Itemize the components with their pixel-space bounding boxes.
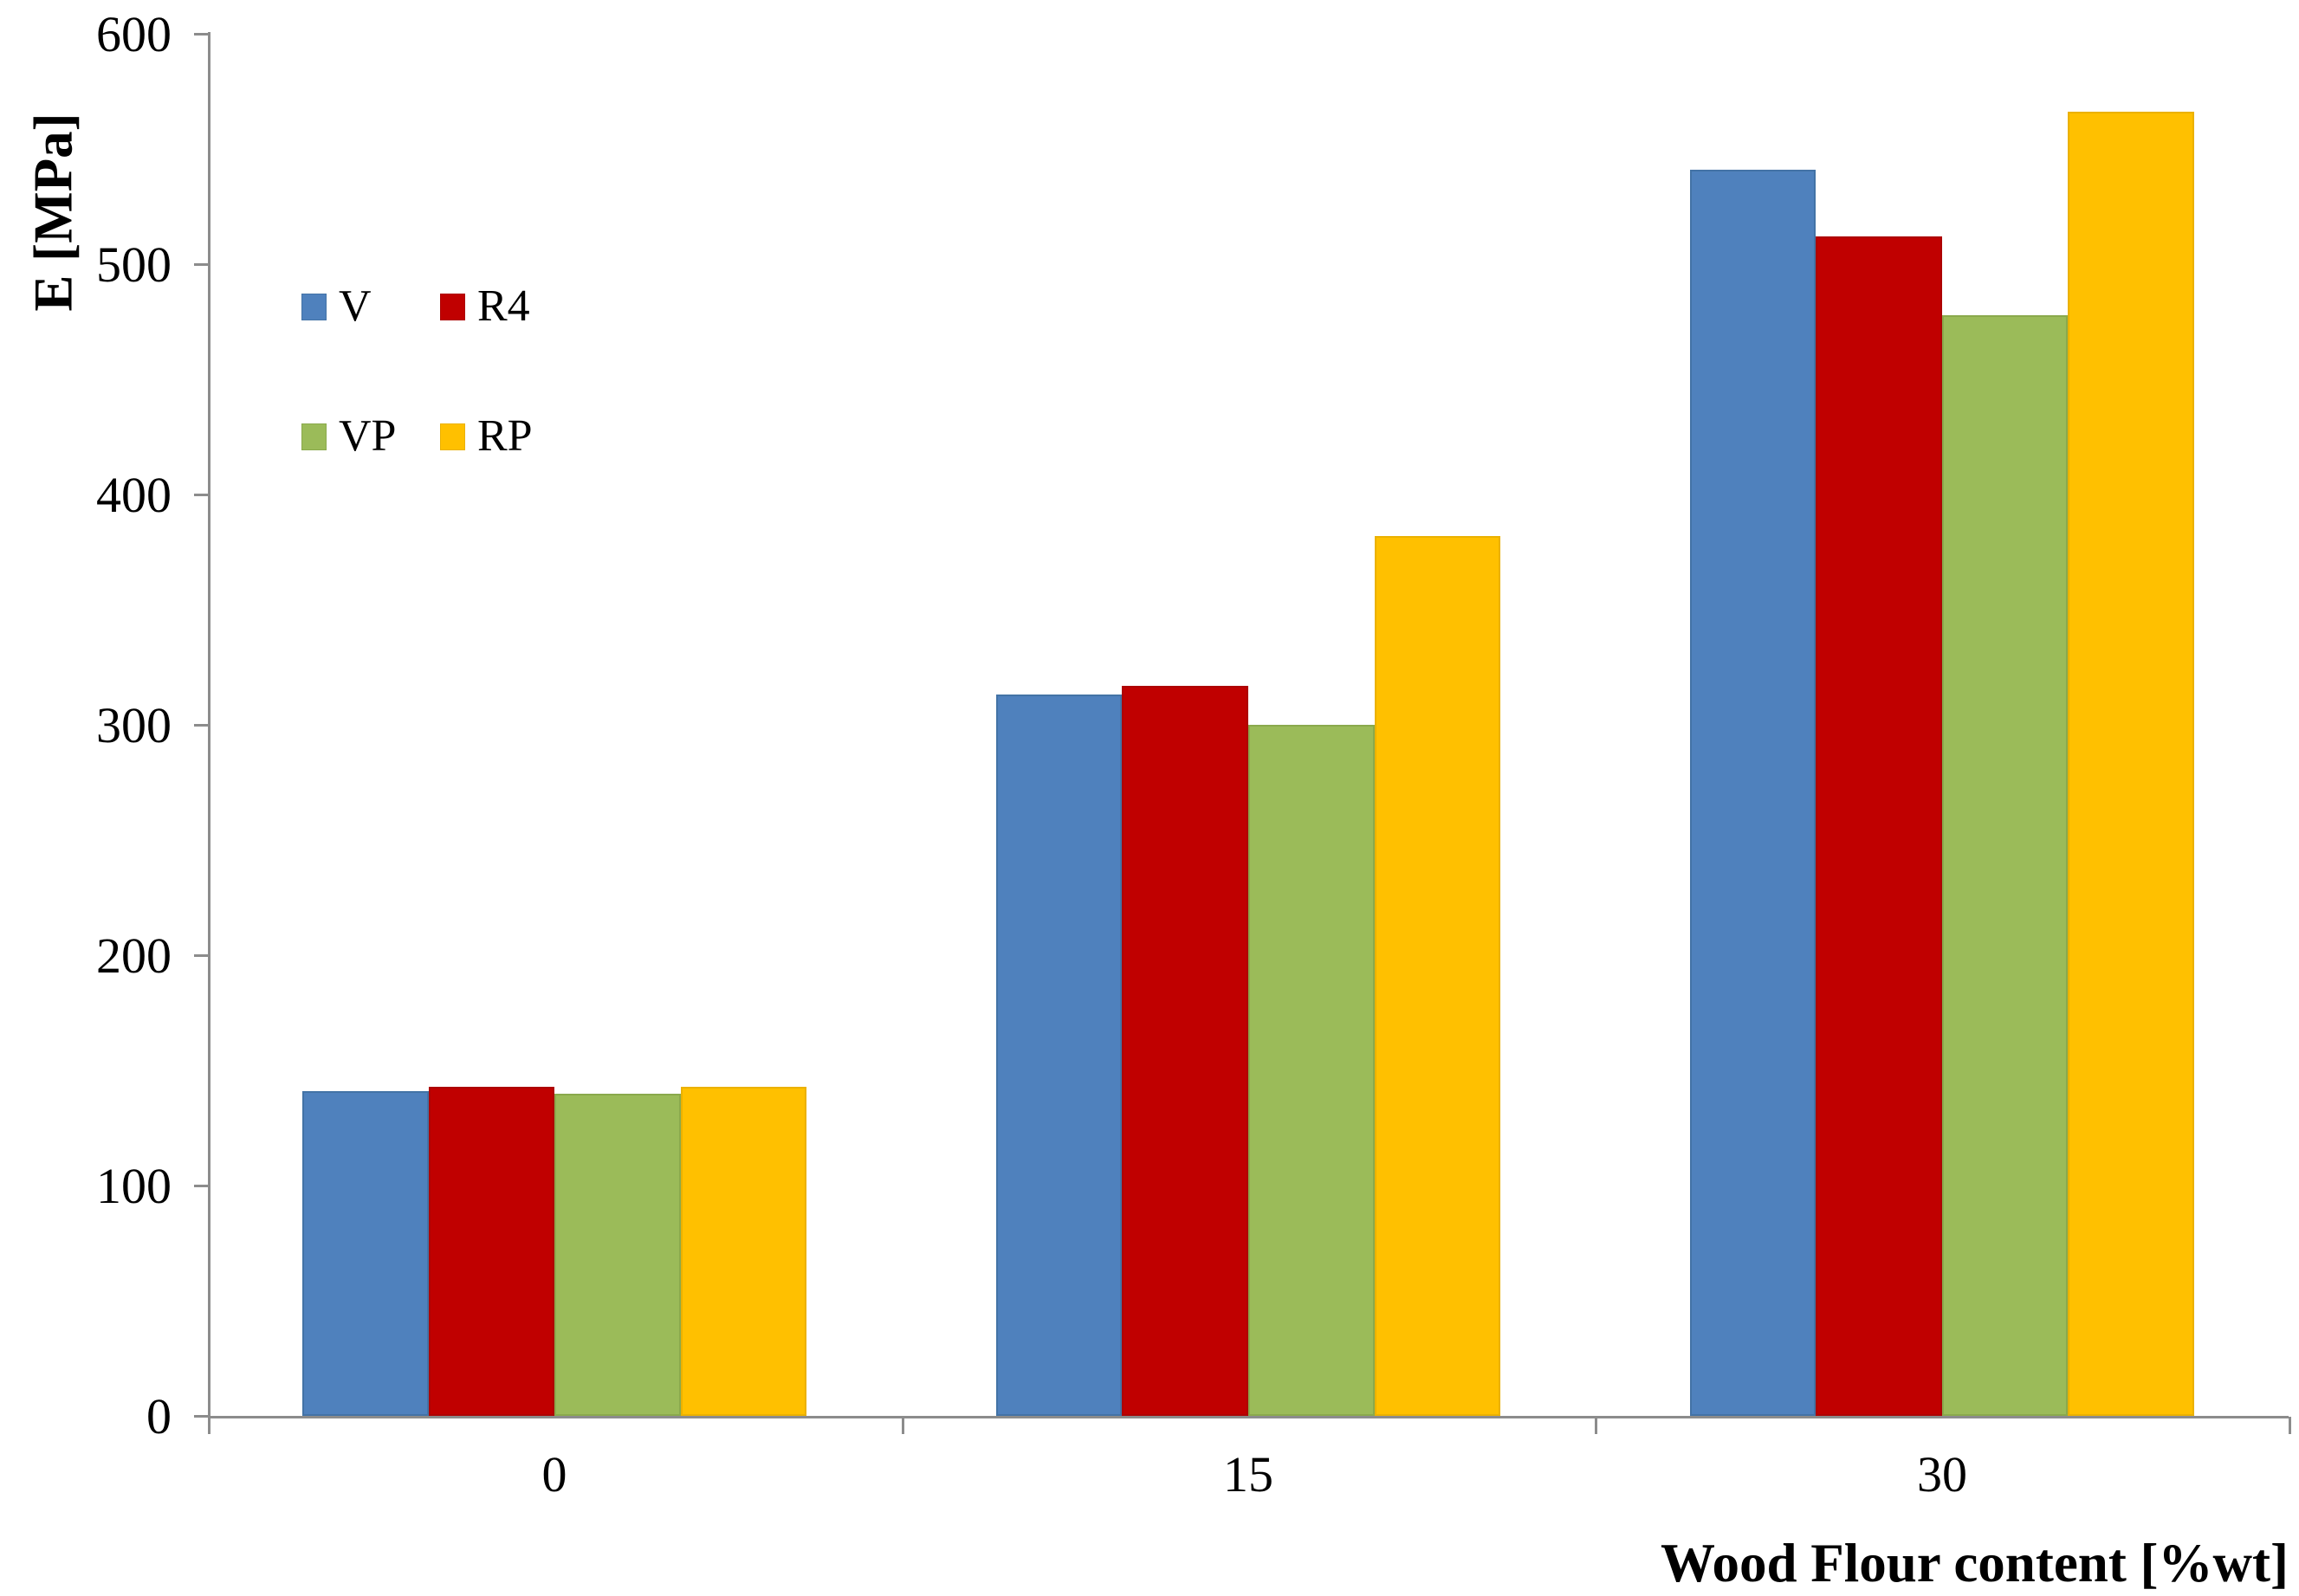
bar-v-15	[996, 695, 1122, 1416]
x-boundary-tick-0	[208, 1417, 210, 1434]
legend-label-rp: RP	[477, 411, 533, 461]
x-boundary-tick-1	[902, 1417, 904, 1434]
y-tick-label-500: 500	[96, 236, 172, 293]
bar-rp-30	[2068, 112, 2194, 1416]
x-boundary-tick-2	[1595, 1417, 1597, 1434]
legend-label-vp: VP	[339, 411, 397, 461]
x-axis-line	[208, 1416, 2289, 1418]
legend-label-r4: R4	[477, 281, 530, 331]
y-tick-mark-0	[194, 1415, 209, 1418]
y-tick-mark-100	[194, 1185, 209, 1187]
y-tick-label-0: 0	[146, 1388, 172, 1444]
legend-swatch-v	[301, 293, 327, 320]
bar-vp-15	[1248, 725, 1375, 1416]
y-tick-label-300: 300	[96, 697, 172, 753]
bar-v-0	[302, 1091, 429, 1416]
x-category-label-0: 0	[541, 1446, 567, 1502]
legend-item-vp: VP	[301, 411, 397, 461]
x-axis-title: Wood Flour content [%wt]	[1660, 1533, 2289, 1593]
y-tick-label-600: 600	[96, 6, 172, 62]
legend-swatch-rp	[440, 423, 465, 450]
y-axis-line	[208, 32, 210, 1418]
x-boundary-tick-3	[2289, 1417, 2291, 1434]
y-tick-label-400: 400	[96, 467, 172, 523]
y-tick-mark-500	[194, 263, 209, 266]
y-tick-mark-600	[194, 33, 209, 36]
y-tick-mark-200	[194, 954, 209, 957]
x-category-label-30: 30	[1917, 1446, 1967, 1502]
bar-vp-0	[554, 1094, 681, 1416]
y-tick-label-100: 100	[96, 1158, 172, 1214]
legend-item-r4: R4	[440, 281, 530, 331]
bar-vp-30	[1942, 315, 2068, 1416]
bar-r4-0	[429, 1087, 554, 1416]
bar-v-30	[1690, 170, 1816, 1416]
y-tick-mark-300	[194, 724, 209, 727]
x-category-label-15: 15	[1223, 1446, 1273, 1502]
bar-rp-15	[1375, 536, 1500, 1416]
bar-r4-30	[1816, 236, 1942, 1416]
legend-label-v: V	[339, 281, 372, 331]
legend-swatch-r4	[440, 293, 465, 320]
legend-item-rp: RP	[440, 411, 533, 461]
legend-swatch-vp	[301, 423, 327, 450]
bar-rp-0	[681, 1087, 806, 1416]
y-tick-label-200: 200	[96, 927, 172, 984]
legend-item-v: V	[301, 281, 372, 331]
bar-r4-15	[1122, 686, 1248, 1416]
y-tick-mark-400	[194, 494, 209, 496]
